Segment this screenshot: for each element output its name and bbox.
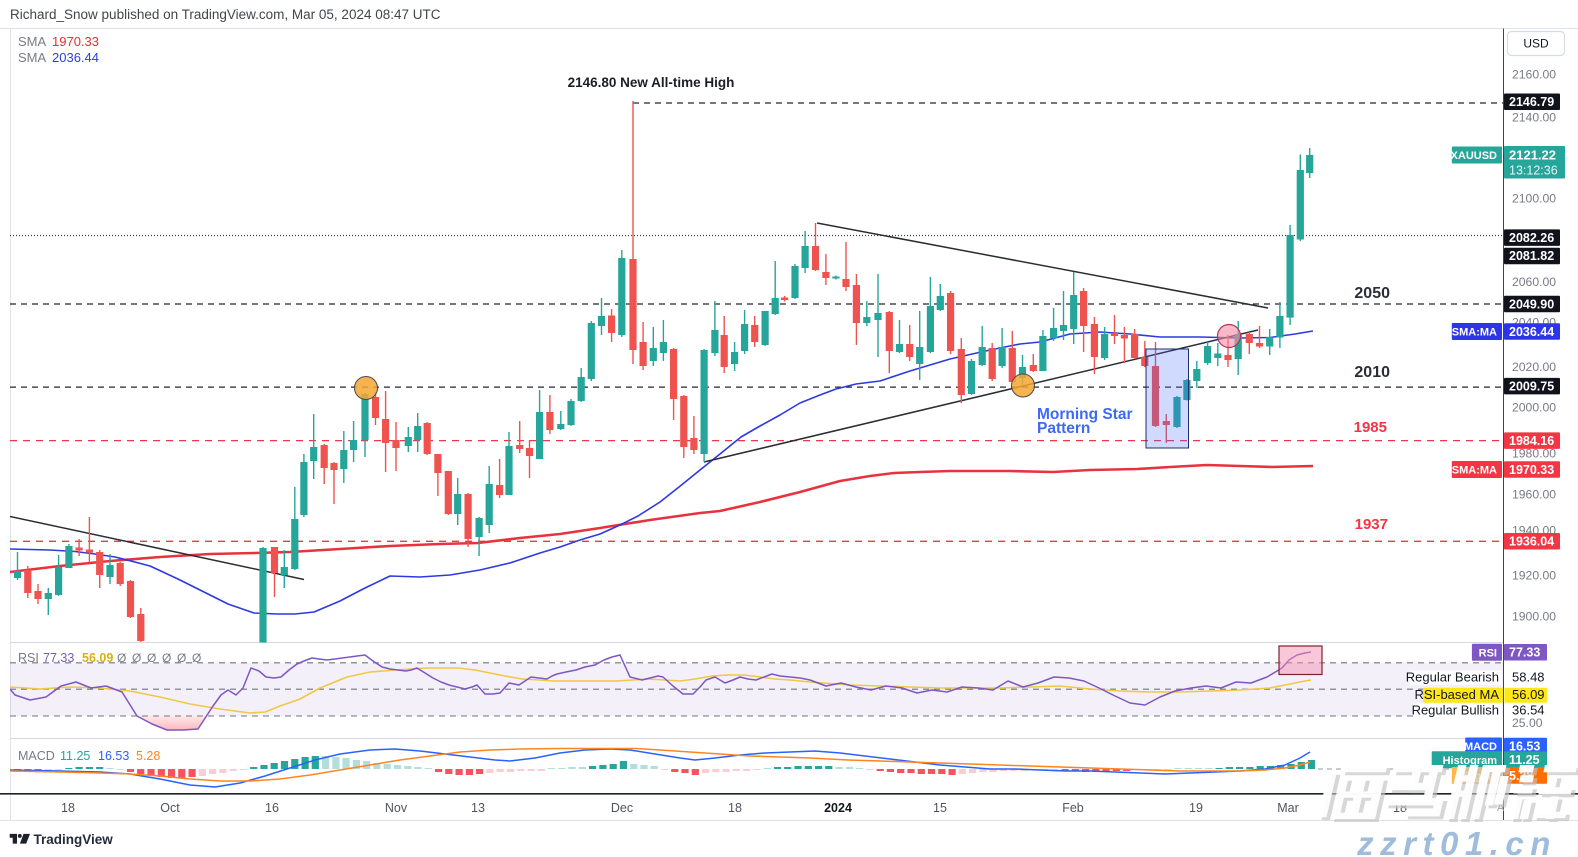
svg-text:2024: 2024 [824,801,852,815]
svg-text:XAUUSD: XAUUSD [1451,150,1498,162]
svg-text:RSI-based MA: RSI-based MA [1414,687,1499,702]
svg-text:Morning Star: Morning Star [1037,406,1133,423]
svg-text:25.00: 25.00 [1512,716,1543,730]
svg-text:Ø: Ø [192,651,201,665]
svg-text:Ø: Ø [147,651,156,665]
svg-text:Ø: Ø [177,651,186,665]
svg-text:Histogram: Histogram [1443,755,1498,767]
svg-text:58.48: 58.48 [1512,670,1545,685]
svg-text:11.25: 11.25 [1509,753,1540,767]
svg-text:1970.33: 1970.33 [52,34,99,49]
svg-text:2036.44: 2036.44 [52,50,99,65]
svg-text:77.33: 77.33 [1509,646,1540,660]
svg-text:56.09: 56.09 [1512,687,1545,702]
svg-text:1970.33: 1970.33 [1509,463,1554,477]
svg-text:1985: 1985 [1354,419,1387,436]
svg-text:1984.16: 1984.16 [1509,434,1554,448]
svg-text:A: A [1497,802,1505,814]
svg-text:16: 16 [265,801,279,815]
svg-text:1980.00: 1980.00 [1512,446,1556,460]
svg-text:MACD: MACD [18,749,55,763]
svg-text:16.53: 16.53 [1509,739,1540,753]
svg-text:2160.00: 2160.00 [1512,67,1556,81]
svg-text:USD: USD [1523,37,1549,51]
svg-text:1900.00: 1900.00 [1512,609,1556,623]
svg-text:2020.00: 2020.00 [1512,360,1556,374]
svg-text:19: 19 [1189,801,1203,815]
svg-text:2082.26: 2082.26 [1509,231,1554,245]
svg-text:Oct: Oct [160,801,180,815]
svg-text:MACD: MACD [1464,741,1497,753]
svg-text:1920.00: 1920.00 [1512,568,1556,582]
svg-text:2036.44: 2036.44 [1509,325,1554,339]
svg-text:2081.82: 2081.82 [1509,249,1554,263]
svg-text:18: 18 [61,801,75,815]
svg-text:2010: 2010 [1354,364,1390,381]
svg-text:1936.04: 1936.04 [1509,535,1554,549]
svg-text:2146.79: 2146.79 [1509,95,1554,109]
svg-text:2121.22: 2121.22 [1509,148,1556,163]
svg-text:Pattern: Pattern [1037,420,1090,437]
svg-text:2146.80 New All-time High: 2146.80 New All-time High [568,75,735,90]
svg-text:Ø: Ø [132,651,141,665]
svg-text:zzrt01.cn: zzrt01.cn [1356,825,1557,857]
svg-text:Regular Bearish: Regular Bearish [1406,670,1499,685]
svg-text:TradingView: TradingView [34,832,114,847]
svg-text:Ø: Ø [162,651,171,665]
svg-text:Mar: Mar [1277,801,1299,815]
svg-text:Feb: Feb [1062,801,1084,815]
svg-text:RSI: RSI [18,651,39,665]
svg-text:SMA: SMA [18,34,47,49]
svg-text:1937: 1937 [1355,516,1388,533]
svg-text:16.53: 16.53 [98,749,129,763]
svg-text:2009.75: 2009.75 [1509,380,1554,394]
svg-text:1960.00: 1960.00 [1512,487,1556,501]
svg-text:56.09: 56.09 [82,651,113,665]
svg-text:Nov: Nov [385,801,408,815]
svg-text:SMA: SMA [18,50,47,65]
svg-text:5.28: 5.28 [136,749,160,763]
svg-text:15: 15 [933,801,947,815]
svg-text:SMA:MA: SMA:MA [1452,465,1497,477]
svg-text:2050: 2050 [1354,285,1390,302]
svg-text:2060.00: 2060.00 [1512,275,1556,289]
svg-text:Ø: Ø [117,651,126,665]
svg-text:13: 13 [471,801,485,815]
svg-text:2140.00: 2140.00 [1512,110,1556,124]
svg-text:RSI: RSI [1479,647,1497,659]
svg-text:Richard_Snow published on Trad: Richard_Snow published on TradingView.co… [10,7,441,22]
svg-text:2100.00: 2100.00 [1512,191,1556,205]
svg-text:SMA:MA: SMA:MA [1452,327,1497,339]
svg-text:13:12:36: 13:12:36 [1509,164,1558,178]
svg-text:36.54: 36.54 [1512,703,1545,718]
svg-text:18: 18 [728,801,742,815]
svg-text:77.33: 77.33 [43,651,74,665]
svg-text:Regular Bullish: Regular Bullish [1412,703,1499,718]
svg-text:Dec: Dec [611,801,633,815]
svg-text:11.25: 11.25 [60,749,90,763]
svg-text:2049.90: 2049.90 [1509,297,1554,311]
svg-text:2000.00: 2000.00 [1512,400,1556,414]
